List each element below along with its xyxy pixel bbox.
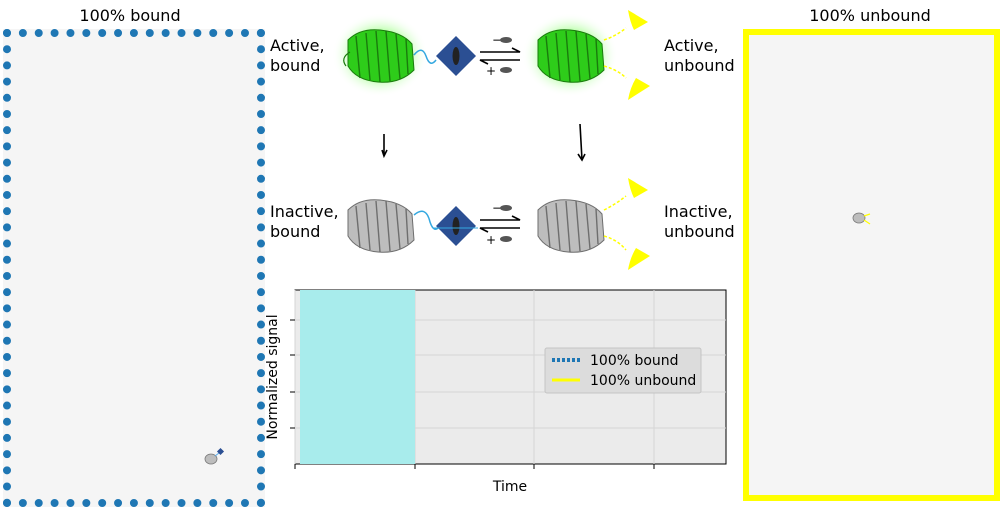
svg-text:−: −	[492, 201, 502, 215]
equilibrium-arrows-bottom-icon: − +	[479, 201, 521, 247]
unbound-thumbnail-icon	[852, 212, 871, 225]
active-unbound-protein-icon	[522, 13, 618, 97]
legend-label-unbound: 100% unbound	[590, 373, 696, 389]
left-panel-title: 100% bound	[79, 6, 181, 25]
x-axis-label: Time	[492, 479, 527, 495]
axis-ticks	[290, 319, 655, 469]
equilibrium-arrows-top-icon: − +	[479, 33, 521, 78]
inactive-bound-protein-icon	[347, 199, 415, 253]
binding-scheme: − + − +	[332, 10, 650, 270]
svg-text:−: −	[492, 33, 502, 47]
legend: 100% bound 100% unbound	[544, 347, 702, 394]
signal-chart: Time Normalized signal 100% bound 100% u…	[265, 289, 727, 495]
ligand-diamond-inactive-icon	[434, 206, 478, 246]
right-panel-title: 100% unbound	[809, 6, 931, 25]
highlight-region	[300, 290, 415, 464]
bound-frame	[3, 29, 265, 507]
ligand-diamond-icon	[436, 36, 476, 76]
active-bound-protein-icon	[332, 13, 428, 97]
label-inactive-bound: Inactive, bound	[270, 202, 339, 241]
y-axis-label: Normalized signal	[265, 314, 281, 439]
unbound-frame	[743, 29, 1000, 501]
label-active-unbound: Active, unbound	[664, 36, 735, 75]
legend-box	[544, 347, 702, 394]
svg-text:+: +	[486, 233, 496, 247]
unbound-tag-icon	[628, 10, 650, 100]
inactive-unbound-protein-icon	[537, 199, 605, 253]
label-inactive-unbound: Inactive, unbound	[664, 202, 735, 241]
legend-label-bound: 100% bound	[590, 353, 679, 369]
down-arrow-right-icon	[577, 123, 586, 162]
svg-text:+: +	[486, 64, 496, 78]
label-active-bound: Active, bound	[270, 36, 325, 75]
bound-thumbnail-icon	[204, 447, 225, 465]
down-arrow-left-icon	[381, 134, 388, 159]
unbound-tag-inactive-icon	[628, 178, 650, 270]
